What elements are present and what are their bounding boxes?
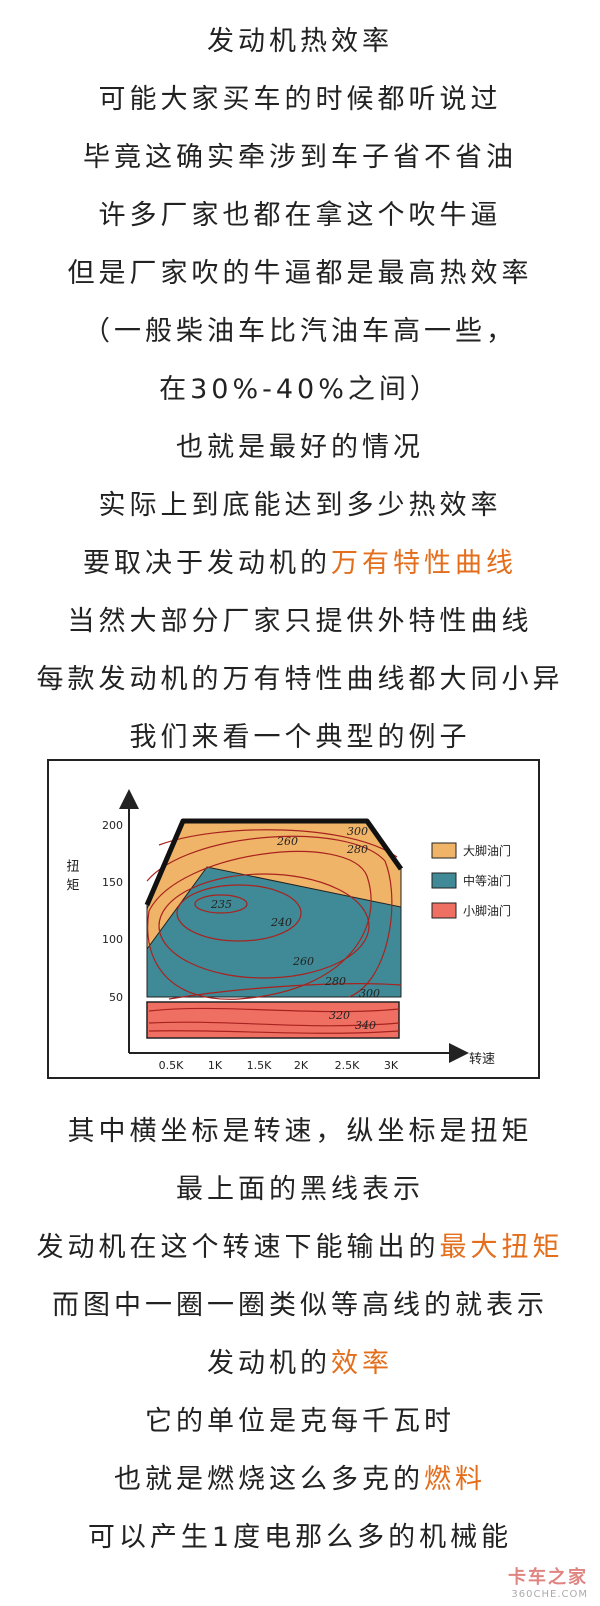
chart-legend: 大脚油门 中等油门 小脚油门 <box>431 842 511 919</box>
text-line: 实际上到底能达到多少热效率 <box>98 490 502 521</box>
x-tick-label: 1K <box>208 1059 223 1072</box>
x-tick-label: 1.5K <box>247 1059 272 1072</box>
legend-label: 小脚油门 <box>463 903 511 918</box>
medium-throttle-area <box>146 866 402 998</box>
text-line: 发动机热效率 <box>207 26 393 57</box>
text-line: 许多厂家也都在拿这个吹牛逼 <box>98 200 502 231</box>
legend-swatch-large <box>431 842 457 859</box>
contour-label: 300 <box>359 987 380 1000</box>
text-prefix: 也就是燃烧这么多克的 <box>114 1464 424 1495</box>
y-tick-label: 50 <box>109 991 123 1004</box>
text-line: 但是厂家吹的牛逼都是最高热效率 <box>67 258 533 289</box>
text-line: （一般柴油车比汽油车高一些， <box>83 316 517 347</box>
legend-label: 中等油门 <box>463 873 511 888</box>
legend-swatch-medium <box>431 872 457 889</box>
text-line: 可以产生1度电那么多的机械能 <box>87 1522 513 1553</box>
watermark-url: 360CHE.COM <box>511 1589 588 1600</box>
contour-260-inner <box>158 873 370 979</box>
contour-340 <box>148 1021 400 1027</box>
max-torque-line <box>144 818 404 906</box>
text-line: 最上面的黑线表示 <box>176 1174 424 1205</box>
contour-235 <box>194 894 248 914</box>
text-prefix: 要取决于发动机的 <box>83 548 331 579</box>
highlight-efficiency: 效率 <box>331 1348 393 1379</box>
x-tick-label: 2.5K <box>335 1059 360 1072</box>
engine-map-figure: 235 240 260 260 280 280 300 300 320 340 … <box>47 759 540 1079</box>
x-tick-label: 3K <box>384 1059 399 1072</box>
x-axis-label: 转速 <box>469 1052 495 1067</box>
text-line: 每款发动机的万有特性曲线都大同小异 <box>36 664 564 695</box>
text-line: 其中横坐标是转速，纵坐标是扭矩 <box>67 1116 533 1147</box>
site-watermark: 卡车之家 360CHE.COM <box>508 1563 588 1600</box>
y-tick-label: 150 <box>102 876 123 889</box>
contour-260 <box>147 850 372 1000</box>
text-prefix: 发动机在这个转速下能输出的 <box>36 1232 440 1263</box>
legend-label: 大脚油门 <box>463 843 511 858</box>
text-line: 它的单位是克每千瓦时 <box>145 1406 455 1437</box>
contour-label: 340 <box>355 1019 376 1032</box>
text-line: 在30%-40%之间） <box>159 374 441 405</box>
contour-label: 300 <box>347 825 368 838</box>
text-line: 可能大家买车的时候都听说过 <box>98 84 502 115</box>
text-line: 我们来看一个典型的例子 <box>129 722 471 753</box>
highlight-fuel: 燃料 <box>424 1464 486 1495</box>
text-line: 而图中一圈一圈类似等高线的就表示 <box>52 1290 548 1321</box>
contour-340b <box>148 1030 400 1034</box>
contour-label: 235 <box>210 898 232 911</box>
y-axis-label: 扭矩 <box>64 859 80 897</box>
text-line-curve: 要取决于发动机的万有特性曲线 <box>0 544 600 584</box>
text-prefix: 发动机的 <box>207 1348 331 1379</box>
contour-240 <box>176 884 302 942</box>
text-line-efficiency: 发动机的效率 <box>0 1344 600 1384</box>
legend-swatch-small <box>431 902 457 919</box>
contour-280 <box>146 835 393 998</box>
contour-label: 280 <box>324 975 346 988</box>
contour-label: 260 <box>276 835 298 848</box>
highlight-universal-curve: 万有特性曲线 <box>331 548 517 579</box>
text-line: 毕竟这确实牵涉到车子省不省油 <box>83 142 517 173</box>
text-line: 也就是最好的情况 <box>176 432 424 463</box>
text-line: 当然大部分厂家只提供外特性曲线 <box>67 606 533 637</box>
watermark-logo-text: 卡车之家 <box>508 1567 588 1588</box>
y-tick-label: 200 <box>102 819 123 832</box>
contour-300b <box>168 983 402 1000</box>
contour-label: 280 <box>346 843 368 856</box>
x-tick-label: 2K <box>294 1059 309 1072</box>
contour-300 <box>158 829 398 858</box>
text-line-fuel: 也就是燃烧这么多克的燃料 <box>0 1460 600 1500</box>
y-tick-label: 100 <box>102 933 123 946</box>
highlight-max-torque: 最大扭矩 <box>439 1232 564 1263</box>
contour-320 <box>148 1007 400 1013</box>
contour-label: 260 <box>292 955 314 968</box>
contour-label: 240 <box>270 916 292 929</box>
text-line-max-torque: 发动机在这个转速下能输出的最大扭矩 <box>0 1228 600 1268</box>
contour-label: 320 <box>329 1009 350 1022</box>
x-tick-label: 0.5K <box>159 1059 184 1072</box>
efficiency-contours <box>146 829 402 1034</box>
engine-map-chart: 235 240 260 260 280 280 300 300 320 340 … <box>64 789 511 1072</box>
